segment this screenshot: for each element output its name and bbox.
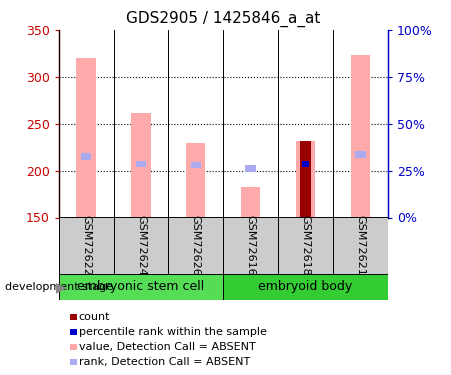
Bar — [59, 274, 223, 300]
Text: value, Detection Call = ABSENT: value, Detection Call = ABSENT — [79, 342, 256, 352]
Bar — [81, 153, 92, 160]
Bar — [351, 56, 370, 217]
Text: ▶: ▶ — [56, 280, 67, 294]
Bar — [168, 217, 223, 274]
Bar — [296, 141, 315, 218]
Text: embryoid body: embryoid body — [258, 280, 353, 293]
Text: GSM72626: GSM72626 — [191, 215, 201, 276]
Bar — [186, 142, 205, 218]
Text: GSM72618: GSM72618 — [300, 215, 311, 276]
Text: GSM72624: GSM72624 — [136, 215, 146, 276]
Title: GDS2905 / 1425846_a_at: GDS2905 / 1425846_a_at — [126, 11, 320, 27]
Bar — [355, 152, 366, 158]
Bar — [302, 161, 309, 167]
Bar — [300, 141, 311, 218]
Bar — [59, 217, 114, 274]
Text: GSM72621: GSM72621 — [355, 215, 365, 276]
Bar — [241, 187, 260, 218]
Text: GSM72616: GSM72616 — [246, 215, 256, 276]
Text: percentile rank within the sample: percentile rank within the sample — [79, 327, 267, 337]
Text: embryonic stem cell: embryonic stem cell — [77, 280, 205, 293]
Bar — [223, 274, 388, 300]
Bar — [190, 162, 201, 168]
Bar — [278, 217, 333, 274]
Bar — [114, 217, 168, 274]
Text: GSM72622: GSM72622 — [81, 215, 91, 276]
Bar — [131, 112, 151, 218]
Bar — [223, 217, 278, 274]
Bar — [245, 165, 256, 172]
Bar — [136, 161, 146, 167]
Text: rank, Detection Call = ABSENT: rank, Detection Call = ABSENT — [79, 357, 250, 367]
Bar — [300, 161, 311, 167]
Text: development stage: development stage — [5, 282, 113, 292]
Bar — [333, 217, 388, 274]
Text: count: count — [79, 312, 110, 322]
Bar — [77, 58, 96, 217]
